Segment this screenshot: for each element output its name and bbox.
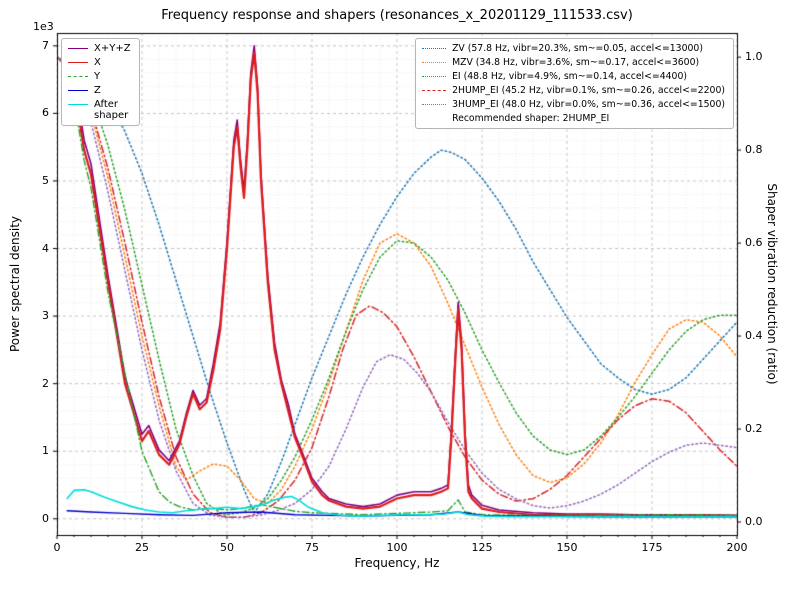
y-left-tick-label: 0 [42,511,49,525]
legend-line-sample [68,48,88,49]
y-left-tick-label: 5 [42,173,49,187]
legend-psd: X+Y+Z X Y Z After shaper [61,38,140,126]
y-left-tick-label: 1 [42,444,49,458]
legend-line-sample [68,104,88,105]
legend-line-sample [68,62,88,63]
y-right-tick-label: 1.0 [745,50,763,64]
x-tick-label: 125 [471,541,493,554]
y-right-tick-label: 0.4 [745,329,763,343]
legend-label: X [94,57,101,68]
y-left-offset-label: 1e3 [33,20,54,33]
y-left-axis-label: Power spectral density [8,215,22,353]
x-tick-label: 50 [220,541,234,554]
chart-title: Frequency response and shapers (resonanc… [161,8,633,23]
legend-line-sample [422,48,447,49]
legend-entry-z: Z [68,85,131,96]
x-tick-label: 200 [726,541,748,554]
legend-label: 3HUMP_EI (48.0 Hz, vibr=0.0%, sm~=0.36, … [452,99,725,110]
legend-label: Y [94,71,101,82]
legend-line-sample [422,104,447,105]
y-right-tick-label: 0.0 [745,514,763,528]
y-left-tick-label: 4 [42,241,49,255]
y-left-tick-label: 2 [42,376,49,390]
x-tick-label: 150 [556,541,578,554]
legend-line-sample [68,76,88,77]
legend-line-sample [422,62,447,63]
legend-label: X+Y+Z [94,43,131,54]
legend-entry-zv-57-8-hz-vibr-20-3-sm-0-05: ZV (57.8 Hz, vibr=20.3%, sm~=0.05, accel… [422,43,725,54]
y-right-axis-label: Shaper vibration reduction (ratio) [765,183,779,385]
y-right-tick-label: 0.8 [745,143,763,157]
legend-entry-mzv-34-8-hz-vibr-3-6-sm-0-17: MZV (34.8 Hz, vibr=3.6%, sm~=0.17, accel… [422,57,725,68]
x-axis-label: Frequency, Hz [354,556,440,570]
legend-entry-2hump-ei-45-2-hz-vibr-0-1-sm: 2HUMP_EI (45.2 Hz, vibr=0.1%, sm~=0.26, … [422,85,725,96]
x-tick-label: 175 [641,541,663,554]
legend-label: EI (48.8 Hz, vibr=4.9%, sm~=0.14, accel<… [452,71,688,82]
legend-label: 2HUMP_EI (45.2 Hz, vibr=0.1%, sm~=0.26, … [452,85,725,96]
legend-label: After shaper [94,99,129,121]
y-left-tick-label: 3 [42,309,49,323]
legend-entry-after-shaper: After shaper [68,99,131,121]
legend-entry-x: X [68,57,131,68]
y-right-tick-label: 0.2 [745,422,763,436]
x-tick-label: 25 [135,541,149,554]
y-right-tick-label: 0.6 [745,236,763,250]
legend-entry-y: Y [68,71,131,82]
legend-label: MZV (34.8 Hz, vibr=3.6%, sm~=0.17, accel… [452,57,700,68]
legend-entry-ei-48-8-hz-vibr-4-9-sm-0-14-: EI (48.8 Hz, vibr=4.9%, sm~=0.14, accel<… [422,71,725,82]
y-left-tick-label: 6 [42,106,49,120]
legend-shaper: ZV (57.8 Hz, vibr=20.3%, sm~=0.05, accel… [415,38,734,129]
y-left-tick-label: 7 [42,38,49,52]
legend-line-sample [422,76,447,77]
legend-entry-x-y-z: X+Y+Z [68,43,131,54]
x-tick-label: 0 [53,541,61,554]
legend-line-sample [68,90,88,91]
x-tick-label: 75 [305,541,319,554]
legend-entry-3hump-ei-48-0-hz-vibr-0-0-sm: 3HUMP_EI (48.0 Hz, vibr=0.0%, sm~=0.36, … [422,99,725,110]
recommended-shaper-text: Recommended shaper: 2HUMP_EI [452,113,610,124]
legend-label: ZV (57.8 Hz, vibr=20.3%, sm~=0.05, accel… [452,43,703,54]
legend-label: Z [94,85,101,96]
legend-line-sample [422,90,447,91]
x-tick-label: 100 [386,541,408,554]
